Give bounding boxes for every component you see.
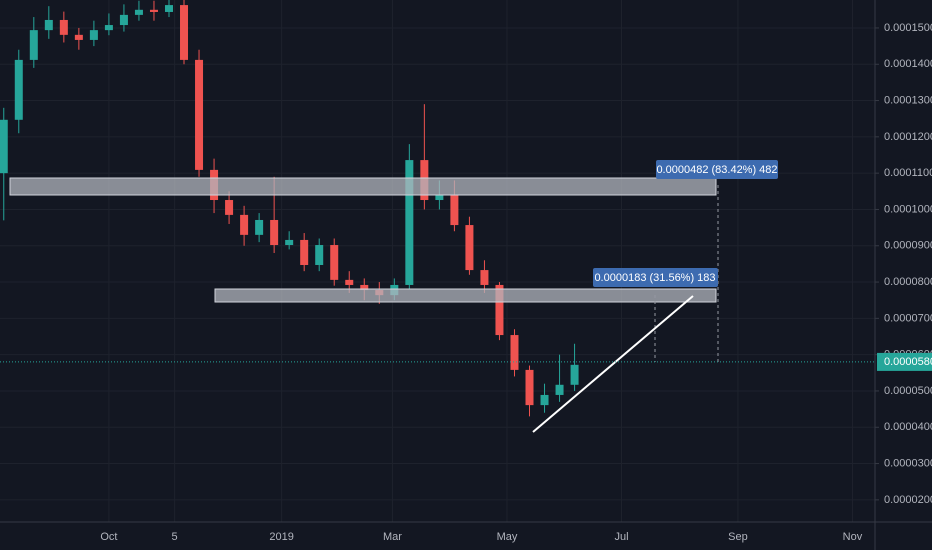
y-tick-label: 0.0000800 bbox=[884, 276, 932, 288]
y-tick-label: 0.0001300 bbox=[884, 94, 932, 106]
candle-body bbox=[330, 245, 339, 280]
candle-body bbox=[300, 239, 309, 265]
x-tick-label: Oct bbox=[100, 531, 117, 543]
candle-body bbox=[315, 245, 324, 265]
candle-body bbox=[240, 214, 249, 235]
candle-body bbox=[510, 335, 519, 370]
x-tick-label: Nov bbox=[843, 531, 863, 543]
y-tick-label: 0.0000500 bbox=[884, 385, 932, 397]
x-tick-label: May bbox=[497, 531, 518, 543]
candle-body bbox=[164, 5, 173, 12]
candle-body bbox=[89, 30, 98, 40]
annotation: 0.0000183 (31.56%) 183 bbox=[594, 272, 715, 284]
candle-body bbox=[480, 270, 489, 285]
current-price-box bbox=[877, 352, 932, 371]
x-tick-label: Sep bbox=[728, 531, 748, 543]
x-tick-label: Mar bbox=[383, 531, 402, 543]
candle-body bbox=[525, 369, 534, 406]
candle-body bbox=[225, 200, 234, 215]
current-price-label: 0.0000580 bbox=[884, 356, 932, 368]
candle-body bbox=[435, 194, 444, 201]
x-tick-label: Jul bbox=[614, 531, 628, 543]
candle-body bbox=[104, 25, 113, 31]
candle-body bbox=[255, 219, 264, 235]
grid bbox=[0, 0, 875, 522]
x-tick-label: 2019 bbox=[269, 531, 293, 543]
y-tick-label: 0.0001100 bbox=[884, 167, 932, 179]
candle-body bbox=[14, 59, 23, 120]
candle-body bbox=[180, 5, 189, 60]
y-tick-label: 0.0000300 bbox=[884, 457, 932, 469]
candle-body bbox=[360, 284, 369, 291]
candle-body bbox=[495, 284, 504, 336]
candle-body bbox=[134, 9, 143, 15]
candle-body bbox=[555, 384, 564, 395]
y-tick-label: 0.0000900 bbox=[884, 240, 932, 252]
trend-line bbox=[532, 295, 694, 433]
candle-body bbox=[74, 34, 83, 40]
candle-body bbox=[149, 9, 158, 12]
resistance-zone bbox=[9, 177, 717, 196]
y-tick-label: 0.0001400 bbox=[884, 58, 932, 70]
resistance-zone bbox=[214, 288, 717, 303]
candle-body bbox=[570, 364, 579, 385]
candle-body bbox=[0, 119, 8, 174]
axes: 0.0001500 0.0001400 0.0001300 0.0001200 0.00… bbox=[0, 22, 932, 543]
y-tick-label: 0.0001200 bbox=[884, 131, 932, 143]
candle-body bbox=[195, 59, 204, 170]
candle-body bbox=[405, 160, 414, 285]
y-tick-label: 0.0001000 bbox=[884, 203, 932, 215]
y-tick-label: 0.0000400 bbox=[884, 421, 932, 433]
candle-body bbox=[29, 30, 38, 60]
annotation-box bbox=[656, 160, 778, 179]
candle-body bbox=[270, 219, 279, 246]
candle-body bbox=[540, 394, 549, 406]
candle-body bbox=[59, 19, 68, 35]
annotation-box bbox=[593, 268, 718, 287]
candle-body bbox=[119, 14, 128, 26]
annotation: 0.0000482 (83.42%) 482 bbox=[656, 164, 777, 176]
candle-body bbox=[345, 279, 354, 285]
candle-body bbox=[44, 19, 53, 31]
candle-body bbox=[465, 225, 474, 271]
y-tick-label: 0.0000700 bbox=[884, 312, 932, 324]
y-tick-label: 0.0000200 bbox=[884, 494, 932, 506]
candle-body bbox=[450, 194, 459, 226]
y-tick-label: 0.0001500 bbox=[884, 22, 932, 34]
x-tick-label: 5 bbox=[172, 531, 178, 543]
candle-body bbox=[285, 239, 294, 246]
